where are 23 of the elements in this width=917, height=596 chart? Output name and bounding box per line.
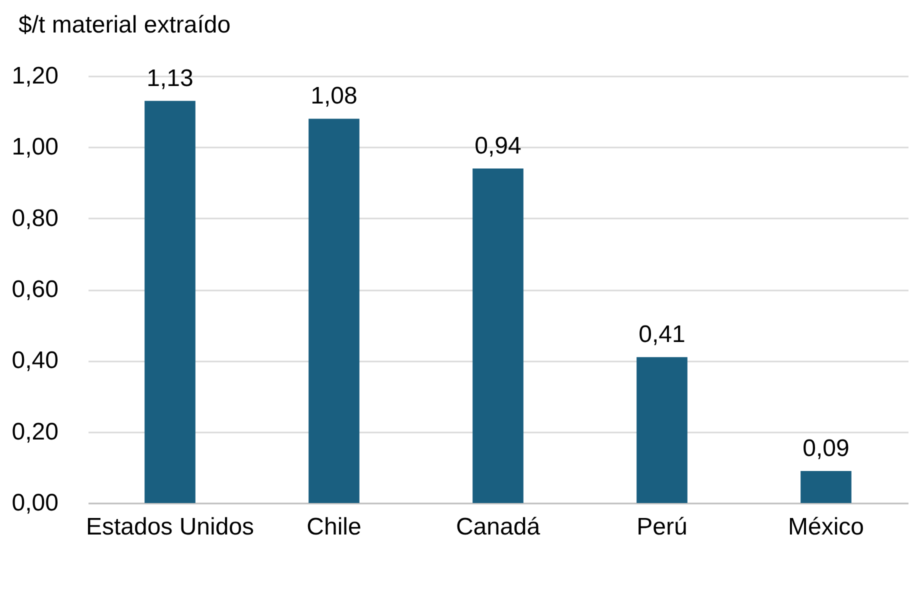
y-tick-label: 0,60 xyxy=(12,276,58,303)
data-label: 0,41 xyxy=(638,321,686,348)
y-tick-label: 1,20 xyxy=(12,62,58,90)
y-tick-label: 0,40 xyxy=(12,347,58,374)
data-label: 1,13 xyxy=(146,64,194,92)
x-tick-label: Canadá xyxy=(456,514,541,540)
y-tick-label: 0,00 xyxy=(12,490,58,516)
data-label: 0,94 xyxy=(474,132,522,160)
data-label: 1,08 xyxy=(310,82,358,110)
x-tick-label: Perú xyxy=(636,514,688,540)
bar xyxy=(308,118,360,503)
x-tick-label: Chile xyxy=(306,514,362,540)
y-tick-label: 1,00 xyxy=(12,134,58,161)
data-label: 0,09 xyxy=(802,434,850,462)
bar xyxy=(472,168,524,503)
x-tick-label: México xyxy=(788,514,864,540)
y-axis-title: $/t material extraído xyxy=(18,12,231,38)
bar xyxy=(800,470,852,503)
y-tick-label: 0,20 xyxy=(12,418,58,446)
x-tick-label: Estados Unidos xyxy=(86,514,254,540)
y-tick-label: 0,80 xyxy=(12,204,58,232)
bar xyxy=(636,357,688,503)
bar xyxy=(144,100,196,503)
